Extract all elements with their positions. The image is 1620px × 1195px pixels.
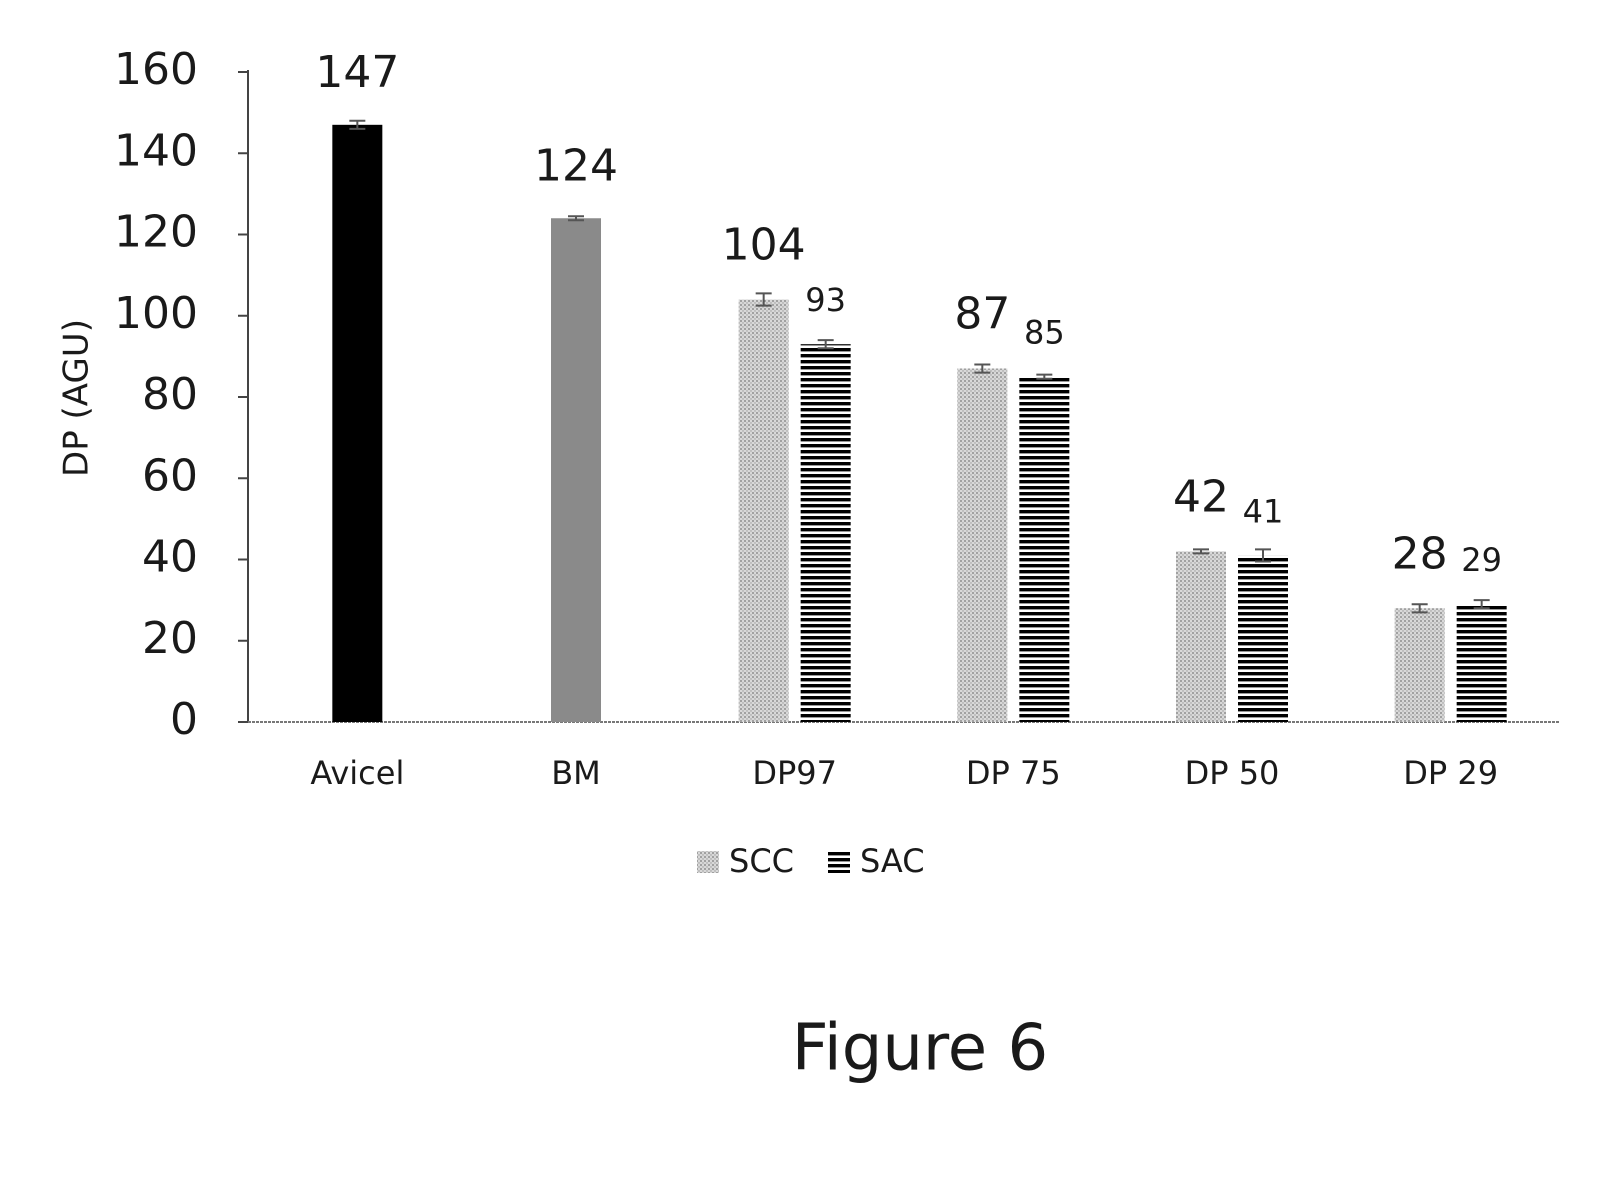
error-bar xyxy=(1036,373,1053,380)
x-tick-label: BM xyxy=(551,754,601,792)
error-bar xyxy=(974,363,991,374)
x-tick-label: Avicel xyxy=(310,754,404,792)
data-label: 28 xyxy=(1392,528,1448,579)
error-bar xyxy=(1255,548,1271,563)
bar xyxy=(1456,604,1507,722)
bar xyxy=(957,368,1008,722)
legend-swatch xyxy=(697,851,719,873)
y-tick-label: 80 xyxy=(142,369,198,420)
bar xyxy=(800,344,851,722)
x-tick-label: DP97 xyxy=(752,754,837,792)
bar xyxy=(1176,551,1226,722)
data-label: 87 xyxy=(954,289,1010,340)
legend-label: SAC xyxy=(860,842,925,880)
y-tick-label: 0 xyxy=(170,694,198,745)
x-tick-label: DP 50 xyxy=(1185,754,1280,792)
data-label: 85 xyxy=(1024,314,1065,352)
bar xyxy=(738,299,789,722)
data-label: 29 xyxy=(1461,541,1502,579)
x-tick-label: DP 29 xyxy=(1403,754,1498,792)
bar xyxy=(551,218,601,722)
data-label: 93 xyxy=(805,281,846,319)
y-tick-label: 100 xyxy=(114,288,198,339)
y-tick-label: 20 xyxy=(142,613,198,664)
bar xyxy=(1238,555,1288,722)
legend-label: SCC xyxy=(729,842,794,880)
bar xyxy=(332,124,383,722)
data-label: 147 xyxy=(315,47,399,98)
y-tick-label: 40 xyxy=(142,532,198,583)
y-axis-label: DP (AGU) xyxy=(57,319,97,477)
y-tick-label: 120 xyxy=(114,207,198,258)
bar xyxy=(1394,608,1445,722)
y-tick-label: 140 xyxy=(114,125,198,176)
error-bar xyxy=(1411,603,1428,614)
error-bar xyxy=(568,215,584,222)
x-tick-label: DP 75 xyxy=(966,754,1061,792)
figure-caption: Figure 6 xyxy=(792,1012,1048,1086)
error-bar xyxy=(817,339,834,350)
error-bar xyxy=(1473,599,1490,610)
bar xyxy=(1019,376,1070,722)
data-label: 104 xyxy=(722,220,806,271)
legend-swatch xyxy=(828,851,850,873)
error-bar xyxy=(755,292,772,307)
data-label: 42 xyxy=(1173,471,1229,522)
data-label: 124 xyxy=(534,140,618,191)
y-tick-label: 60 xyxy=(142,450,198,501)
error-bar xyxy=(1193,548,1209,555)
data-label: 41 xyxy=(1243,492,1284,530)
y-tick-label: 160 xyxy=(114,44,198,95)
error-bar xyxy=(349,119,366,130)
